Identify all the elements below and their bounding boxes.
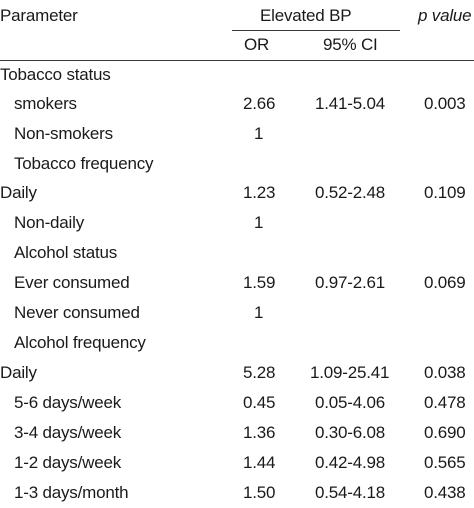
ci-value: 0.97-2.61 (315, 273, 386, 292)
or-value: 1.36 (243, 423, 276, 442)
ci-value: 0.30-6.08 (315, 423, 386, 442)
ci-value: 1.41-5.04 (315, 94, 386, 113)
or-value: 1.50 (243, 483, 276, 502)
ci-value: 0.52-2.48 (315, 183, 386, 202)
or-value: 1 (254, 303, 264, 322)
or-value: 5.28 (243, 363, 276, 382)
row-label: Tobacco status (0, 65, 111, 84)
header-p-value: p value (418, 6, 472, 25)
row-label: Alcohol frequency (14, 333, 146, 352)
p-value: 0.478 (424, 393, 466, 412)
header-elevated-bp: Elevated BP (260, 6, 352, 25)
ci-value: 1.09-25.41 (310, 363, 390, 382)
row-label: Daily (0, 183, 37, 202)
p-value: 0.438 (424, 483, 466, 502)
row-label: Never consumed (14, 303, 140, 322)
row-label: Non-smokers (14, 124, 113, 143)
row-label: Tobacco frequency (14, 154, 154, 173)
p-value: 0.565 (424, 453, 466, 472)
p-value: 0.069 (424, 273, 466, 292)
or-value: 1.44 (243, 453, 276, 472)
or-value: 0.45 (243, 393, 276, 412)
ci-value: 0.05-4.06 (315, 393, 386, 412)
header-rule (0, 60, 474, 61)
p-value: 0.690 (424, 423, 466, 442)
or-value: 2.66 (243, 94, 276, 113)
row-label: Non-daily (14, 213, 85, 232)
or-value: 1 (254, 213, 264, 232)
header-ci: 95% CI (323, 35, 378, 54)
row-label: Alcohol status (14, 243, 118, 262)
p-value: 0.109 (424, 183, 466, 202)
row-label: 3-4 days/week (14, 423, 122, 442)
row-label: 5-6 days/week (14, 393, 122, 412)
header-or: OR (244, 35, 270, 54)
row-label: Ever consumed (14, 273, 130, 292)
row-label: 1-3 days/month (14, 483, 129, 502)
ci-value: 0.42-4.98 (315, 453, 386, 472)
row-label: smokers (14, 94, 77, 113)
ci-value: 0.54-4.18 (315, 483, 386, 502)
or-value: 1 (254, 124, 264, 143)
row-label: 1-2 days/week (14, 453, 122, 472)
row-label: Daily (0, 363, 37, 382)
header-parameter: Parameter (0, 6, 78, 25)
group-rule (232, 30, 400, 31)
p-value: 0.038 (424, 363, 466, 382)
or-value: 1.59 (243, 273, 276, 292)
p-value: 0.003 (424, 94, 466, 113)
or-value: 1.23 (243, 183, 276, 202)
